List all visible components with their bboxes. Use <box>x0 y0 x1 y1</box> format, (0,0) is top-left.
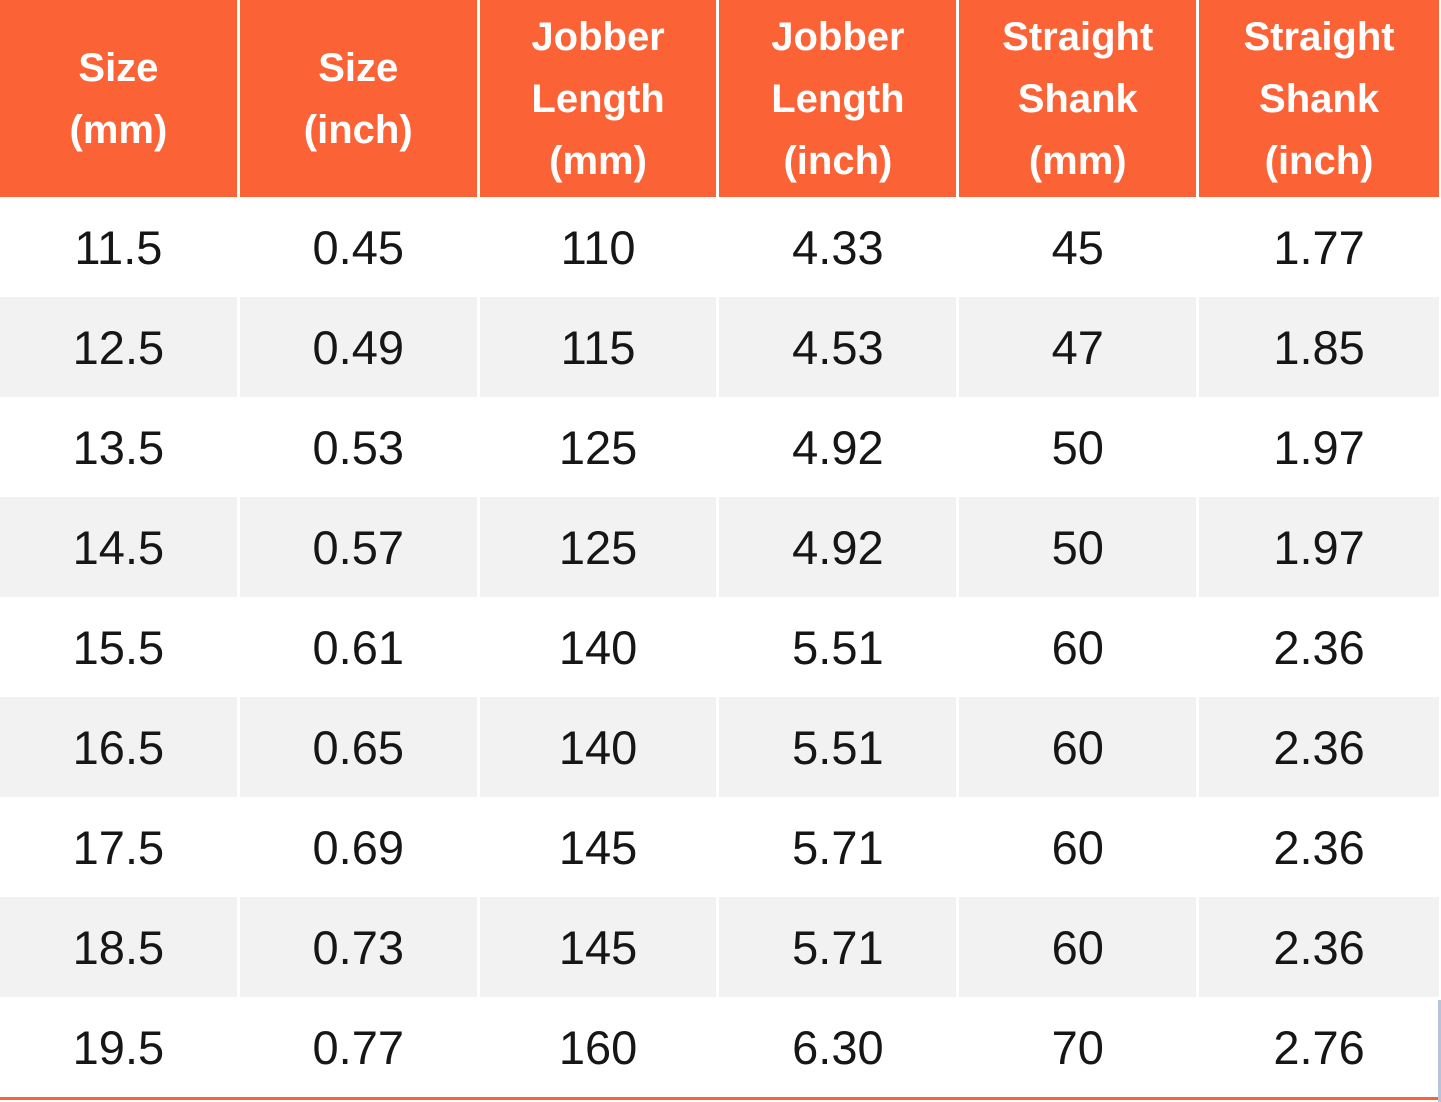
table-row: 12.5 0.49 115 4.53 47 1.85 <box>0 297 1439 397</box>
table-cell: 1.77 <box>1199 197 1439 297</box>
table-cell: 110 <box>479 197 720 297</box>
table-cell: 125 <box>479 497 720 597</box>
table-row: 13.5 0.53 125 4.92 50 1.97 <box>0 397 1439 497</box>
table-row: 14.5 0.57 125 4.92 50 1.97 <box>0 497 1439 597</box>
table-header: Size (mm) Size (inch) Jobber Length (mm) Jo… <box>0 0 1439 197</box>
column-header: Size (inch) <box>239 0 480 197</box>
column-header: Size (mm) <box>0 0 240 197</box>
table-cell: 145 <box>479 797 720 897</box>
table-cell: 19.5 <box>0 997 240 1097</box>
table-cell: 60 <box>959 897 1200 997</box>
table-row: 19.5 0.77 160 6.30 70 2.76 <box>0 997 1439 1097</box>
table-row: 18.5 0.73 145 5.71 60 2.36 <box>0 897 1439 997</box>
table-cell: 6.30 <box>719 997 960 1097</box>
table-row: 11.5 0.45 110 4.33 45 1.77 <box>0 197 1439 297</box>
column-header: Straight Shank (inch) <box>1199 0 1439 197</box>
table-cell: 4.53 <box>719 297 960 397</box>
column-header: Straight Shank (mm) <box>959 0 1200 197</box>
table-cell: 140 <box>479 597 720 697</box>
table-cell: 70 <box>959 997 1200 1097</box>
table-cell: 16.5 <box>0 697 240 797</box>
table-cell: 1.97 <box>1199 397 1439 497</box>
table-cell: 12.5 <box>0 297 240 397</box>
table-cell: 160 <box>479 997 720 1097</box>
table-cell: 4.33 <box>719 197 960 297</box>
table-cell: 140 <box>479 697 720 797</box>
table-cell: 5.71 <box>719 897 960 997</box>
table-cell: 0.57 <box>239 497 480 597</box>
table-cell: 60 <box>959 797 1200 897</box>
table-cell: 0.73 <box>239 897 480 997</box>
table-cell: 0.69 <box>239 797 480 897</box>
table-cell: 145 <box>479 897 720 997</box>
table-cell: 45 <box>959 197 1200 297</box>
table-cell: 11.5 <box>0 197 240 297</box>
table-row: 16.5 0.65 140 5.51 60 2.36 <box>0 697 1439 797</box>
table-row: 17.5 0.69 145 5.71 60 2.36 <box>0 797 1439 897</box>
table-cell: 17.5 <box>0 797 240 897</box>
table-cell: 0.61 <box>239 597 480 697</box>
table-cell: 125 <box>479 397 720 497</box>
table-cell: 2.36 <box>1199 897 1439 997</box>
table-cell: 15.5 <box>0 597 240 697</box>
table-cell: 0.45 <box>239 197 480 297</box>
table-cell: 18.5 <box>0 897 240 997</box>
table-cell: 13.5 <box>0 397 240 497</box>
table-cell: 5.71 <box>719 797 960 897</box>
table-cell: 0.65 <box>239 697 480 797</box>
table-cell: 2.76 <box>1199 997 1439 1097</box>
table-cell: 47 <box>959 297 1200 397</box>
table-cell: 50 <box>959 397 1200 497</box>
table-row: 15.5 0.61 140 5.51 60 2.36 <box>0 597 1439 697</box>
table-cell: 1.97 <box>1199 497 1439 597</box>
table-cell: 4.92 <box>719 397 960 497</box>
table-body: 11.5 0.45 110 4.33 45 1.77 12.5 0.49 115 4.53 47 1.… <box>0 197 1439 1097</box>
table-cell: 5.51 <box>719 597 960 697</box>
table-cell: 5.51 <box>719 697 960 797</box>
column-header: Jobber Length (mm) <box>479 0 720 197</box>
table-cell: 50 <box>959 497 1200 597</box>
table-cell: 4.92 <box>719 497 960 597</box>
table-cell: 2.36 <box>1199 597 1439 697</box>
table-cell: 1.85 <box>1199 297 1439 397</box>
header-row: Size (mm) Size (inch) Jobber Length (mm) Jo… <box>0 0 1439 197</box>
table-cell: 14.5 <box>0 497 240 597</box>
table-cell: 60 <box>959 697 1200 797</box>
scrollbar-fragment <box>1438 1000 1441 1102</box>
table-cell: 60 <box>959 597 1200 697</box>
table-cell: 2.36 <box>1199 797 1439 897</box>
table-cell: 0.77 <box>239 997 480 1097</box>
table-cell: 0.53 <box>239 397 480 497</box>
column-header: Jobber Length (inch) <box>719 0 960 197</box>
table-cell: 115 <box>479 297 720 397</box>
table-cell: 2.36 <box>1199 697 1439 797</box>
table-cell: 0.49 <box>239 297 480 397</box>
